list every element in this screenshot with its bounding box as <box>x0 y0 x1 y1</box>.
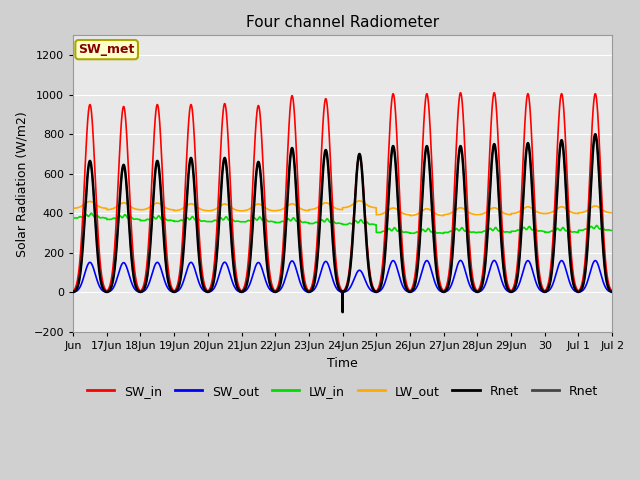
Rnet <box>608 289 616 295</box>
Rnet <box>531 232 538 238</box>
LW_out <box>363 202 371 207</box>
SW_out <box>181 274 189 280</box>
Y-axis label: Solar Radiation (W/m2): Solar Radiation (W/m2) <box>15 111 28 256</box>
Rnet <box>363 240 371 245</box>
Rnet <box>517 238 525 243</box>
Rnet <box>392 159 399 165</box>
Line: SW_in: SW_in <box>73 93 612 291</box>
SW_out <box>491 258 499 264</box>
Rnet <box>531 233 538 239</box>
Rnet <box>490 141 498 147</box>
Line: SW_out: SW_out <box>73 261 612 292</box>
Legend: SW_in, SW_out, LW_in, LW_out, Rnet, Rnet: SW_in, SW_out, LW_in, LW_out, Rnet, Rnet <box>82 380 604 403</box>
LW_out <box>392 205 399 211</box>
Line: LW_out: LW_out <box>73 201 612 216</box>
SW_in <box>363 231 371 237</box>
LW_in <box>608 228 616 233</box>
Rnet <box>591 132 599 137</box>
LW_out <box>608 210 616 216</box>
LW_in <box>69 215 77 221</box>
LW_out <box>406 213 414 218</box>
Rnet <box>181 229 189 235</box>
Rnet <box>363 240 371 246</box>
SW_out <box>457 258 465 264</box>
SW_out <box>69 289 77 295</box>
SW_in <box>531 204 539 209</box>
Rnet <box>608 289 616 295</box>
LW_in <box>88 210 95 216</box>
Rnet <box>339 309 346 315</box>
Rnet <box>69 289 77 295</box>
SW_out <box>363 280 371 286</box>
LW_in <box>517 228 525 233</box>
LW_out <box>517 208 525 214</box>
SW_out <box>392 260 399 266</box>
LW_out <box>69 205 77 211</box>
SW_in <box>181 194 189 200</box>
Line: LW_in: LW_in <box>73 213 612 233</box>
LW_in <box>363 219 371 225</box>
LW_in <box>491 226 499 231</box>
Rnet <box>490 143 498 148</box>
LW_out <box>356 198 364 204</box>
SW_in <box>457 90 465 96</box>
SW_in <box>608 288 616 294</box>
X-axis label: Time: Time <box>327 357 358 370</box>
Rnet <box>339 309 346 315</box>
SW_in <box>69 288 77 294</box>
LW_in <box>531 226 539 231</box>
LW_out <box>181 204 189 210</box>
LW_in <box>392 226 399 231</box>
SW_in <box>491 90 499 96</box>
SW_out <box>608 289 616 295</box>
LW_in <box>181 217 189 223</box>
Title: Four channel Radiometer: Four channel Radiometer <box>246 15 439 30</box>
SW_in <box>392 108 399 113</box>
LW_out <box>531 207 539 213</box>
Rnet <box>181 229 189 235</box>
LW_out <box>491 205 499 211</box>
Line: Rnet: Rnet <box>73 134 612 312</box>
SW_out <box>531 276 539 281</box>
SW_out <box>517 276 525 282</box>
SW_in <box>339 288 346 294</box>
Rnet <box>392 157 399 163</box>
SW_out <box>339 289 346 295</box>
Rnet <box>517 238 525 244</box>
SW_in <box>517 206 525 212</box>
Rnet <box>591 133 599 139</box>
Rnet <box>69 289 77 295</box>
Line: Rnet: Rnet <box>73 136 612 312</box>
Text: SW_met: SW_met <box>79 43 135 56</box>
LW_in <box>439 230 447 236</box>
